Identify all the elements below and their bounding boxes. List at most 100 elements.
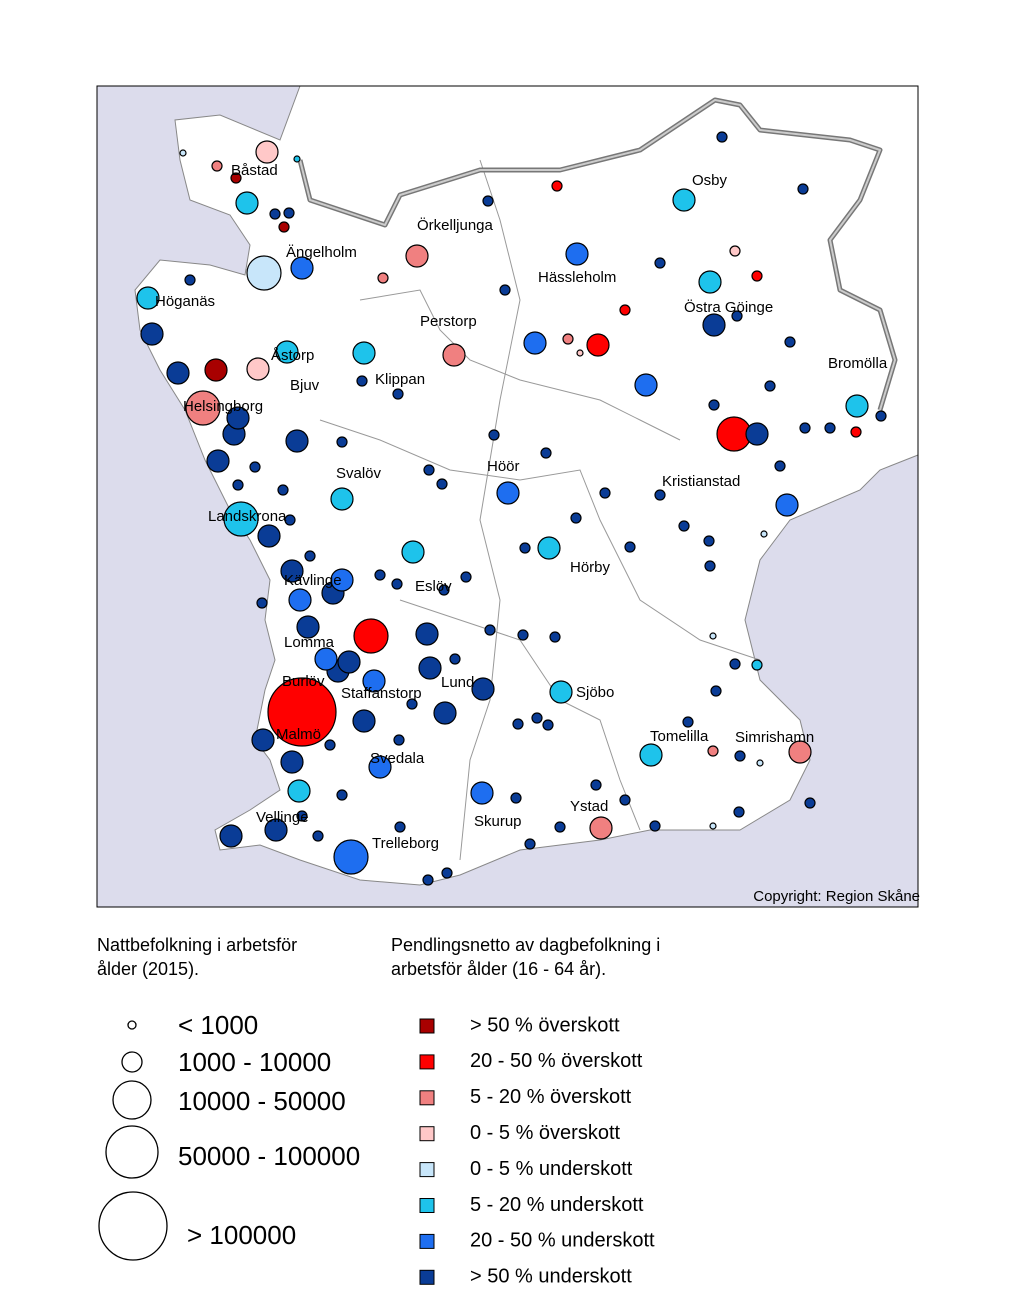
- population-circle: [542, 719, 554, 731]
- place-label: Hörby: [570, 559, 611, 576]
- population-circle: [510, 792, 522, 804]
- place-label: Östra Göinge: [684, 298, 773, 316]
- population-circle: [377, 272, 389, 284]
- population-circle: [519, 542, 531, 554]
- legend-color-swatch: [419, 1162, 435, 1178]
- legend-size-label: > 100000: [187, 1220, 296, 1250]
- place-label: Hässleholm: [538, 269, 616, 286]
- population-circle: [654, 257, 666, 269]
- population-circle: [756, 759, 764, 767]
- place-label: Skurup: [474, 813, 522, 830]
- population-circle: [284, 514, 296, 526]
- population-circle: [734, 750, 746, 762]
- population-circle: [287, 779, 311, 803]
- legend-color-label: 0 - 5 % underskott: [470, 1158, 633, 1180]
- population-circle: [140, 322, 164, 346]
- place-label: Svedala: [370, 750, 425, 767]
- population-circle: [517, 629, 529, 641]
- population-circle: [226, 406, 250, 430]
- population-circles: [136, 131, 887, 886]
- population-circle: [280, 750, 304, 774]
- population-circle: [682, 716, 694, 728]
- population-circle: [576, 349, 584, 357]
- legend-color-swatch: [419, 1269, 435, 1285]
- population-circle: [570, 512, 582, 524]
- population-circle: [330, 568, 354, 592]
- population-circle: [336, 436, 348, 448]
- land: [134, 85, 919, 886]
- population-circle: [235, 191, 259, 215]
- population-circle: [496, 481, 520, 505]
- population-circle: [554, 821, 566, 833]
- legend-color-label: 20 - 50 % överskott: [470, 1050, 643, 1072]
- population-circle: [275, 340, 299, 364]
- legend-size-label: 10000 - 50000: [178, 1086, 346, 1116]
- legend-size-symbol: [121, 1051, 143, 1073]
- population-circle: [775, 493, 799, 517]
- place-label: Burlöv: [282, 673, 325, 690]
- place-labels: Båstad Örkelljunga Osby Ängelholm Hässleholm…: [155, 162, 888, 852]
- place-label: Simrishamn: [735, 729, 814, 746]
- population-circle: [422, 874, 434, 886]
- population-circle: [707, 745, 719, 757]
- population-circle: [405, 244, 429, 268]
- population-circle: [703, 535, 715, 547]
- place-label: Svalöv: [336, 465, 382, 482]
- population-circle: [716, 131, 728, 143]
- population-circle: [764, 380, 776, 392]
- population-circle: [482, 195, 494, 207]
- population-circle: [249, 461, 261, 473]
- population-circle: [290, 256, 314, 280]
- population-circle: [654, 489, 666, 501]
- population-circle: [799, 422, 811, 434]
- population-circle: [471, 677, 495, 701]
- place-label: Lomma: [284, 634, 335, 651]
- legend-color-swatch: [419, 1233, 435, 1249]
- legend-color-swatch: [419, 1054, 435, 1070]
- population-circle: [368, 755, 392, 779]
- legend-color-swatch: [419, 1090, 435, 1106]
- population-circle: [296, 810, 308, 822]
- population-circle: [352, 709, 376, 733]
- population-circle: [784, 336, 796, 348]
- population-circle: [619, 304, 631, 316]
- population-circle: [211, 160, 223, 172]
- legend: < 1000 1000 - 10000 10000 - 50000 50000 - 1…: [98, 1010, 655, 1288]
- population-circle: [312, 830, 324, 842]
- population-circle: [586, 333, 610, 357]
- population-circle: [438, 584, 450, 596]
- population-circle: [499, 284, 511, 296]
- population-circle: [257, 524, 281, 548]
- population-circle: [751, 659, 763, 671]
- population-circle: [136, 286, 160, 310]
- population-circle: [698, 270, 722, 294]
- population-circle: [850, 426, 862, 438]
- population-circle: [624, 541, 636, 553]
- population-circle: [729, 658, 741, 670]
- place-label: Kristianstad: [662, 473, 740, 490]
- population-circle: [760, 530, 768, 538]
- population-circle: [565, 242, 589, 266]
- population-circle: [441, 867, 453, 879]
- population-circle: [709, 822, 717, 830]
- population-circle: [639, 743, 663, 767]
- population-circle: [288, 588, 312, 612]
- place-label: Eslöv: [415, 578, 452, 595]
- population-circle: [523, 331, 547, 355]
- legend-title: Pendlingsnetto av dagbefolkning i: [391, 935, 660, 955]
- population-circle: [449, 653, 461, 665]
- legend-color-swatch: [419, 1018, 435, 1034]
- place-label: Tomelilla: [650, 728, 709, 745]
- population-circle: [362, 669, 386, 693]
- place-label: Höör: [487, 458, 520, 475]
- legend-title: arbetsför ålder (16 - 64 år).: [391, 959, 606, 979]
- population-circle: [460, 571, 472, 583]
- population-circle: [537, 536, 561, 560]
- population-circle: [391, 578, 403, 590]
- population-circle: [797, 183, 809, 195]
- legend-size-label: < 1000: [178, 1010, 258, 1040]
- population-circle: [166, 361, 190, 385]
- place-label: Helsingborg: [183, 398, 263, 415]
- population-circle: [470, 781, 494, 805]
- population-circle: [223, 501, 259, 537]
